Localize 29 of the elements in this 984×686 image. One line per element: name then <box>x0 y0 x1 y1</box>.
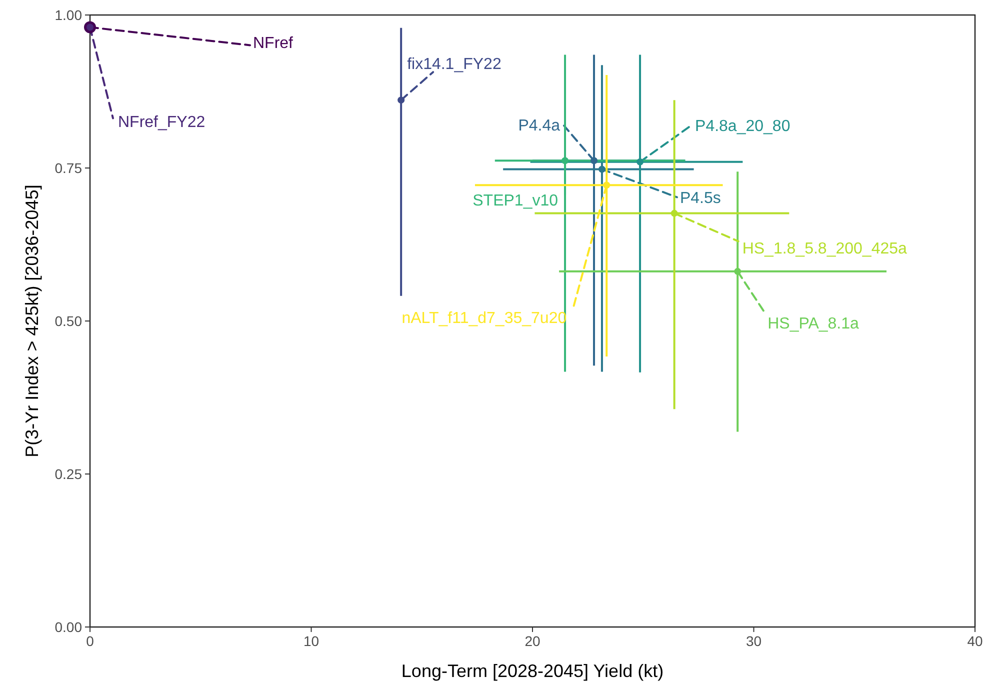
point <box>562 157 569 164</box>
x-tick-label: 20 <box>524 633 540 649</box>
text: P4.4a <box>518 118 560 135</box>
text: HS_1.8_5.8_200_425a <box>742 240 908 258</box>
text: NFref_FY22 <box>118 114 206 132</box>
point <box>603 182 610 189</box>
point <box>598 166 606 173</box>
point <box>590 157 598 164</box>
text: P4.8a_20_80 <box>695 118 790 135</box>
y-axis-title: P(3-Yr Index > 425kt) [2036-2045] <box>22 184 42 458</box>
point <box>734 268 742 275</box>
text: HS_PA_8.1a <box>768 315 860 332</box>
point <box>636 158 644 166</box>
x-tick-label: 0 <box>86 633 94 649</box>
x-tick-label: 40 <box>967 633 983 649</box>
point <box>398 96 405 104</box>
x-tick-label: 30 <box>746 633 762 649</box>
legend-label: STEP1_v10 <box>472 192 558 210</box>
series-label: fix14.1_FY22 <box>407 56 502 74</box>
text: NFref <box>253 35 294 52</box>
y-tick-label: 0.75 <box>54 160 82 176</box>
y-tick-label: 0.25 <box>54 466 82 482</box>
x-tick-label: 10 <box>303 633 320 649</box>
text: P4.5s <box>680 190 721 208</box>
y-tick-label: 0.50 <box>54 313 82 329</box>
y-tick-label: 0.00 <box>54 619 82 635</box>
x-axis-title: Long-Term [2028-2045] Yield (kt) <box>401 661 664 681</box>
y-tick-label: 1.00 <box>54 7 82 23</box>
point <box>670 210 678 217</box>
